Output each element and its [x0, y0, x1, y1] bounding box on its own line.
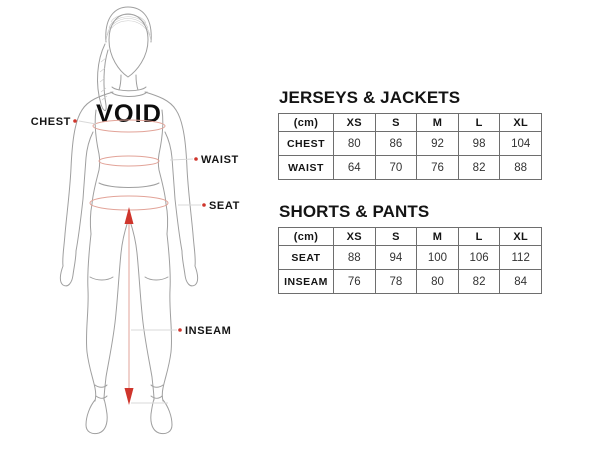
value-cell: 100 — [416, 245, 459, 270]
neck — [118, 74, 139, 91]
value-cell: 84 — [499, 269, 542, 294]
measurement-label-seat: SEAT — [209, 200, 240, 212]
value-cell: 80 — [333, 131, 376, 156]
measurement-label-cell: SEAT — [278, 245, 334, 270]
size-column-header: XL — [499, 227, 542, 246]
value-cell: 82 — [457, 269, 501, 294]
size-column-header: M — [416, 113, 459, 132]
table-row: INSEAM 76 78 80 82 84 — [278, 269, 542, 294]
value-cell: 80 — [416, 269, 459, 294]
value-cell: 76 — [333, 269, 376, 294]
value-cell: 104 — [499, 131, 542, 156]
value-cell: 64 — [333, 155, 376, 180]
table-title: SHORTS & PANTS — [279, 202, 430, 221]
value-cell: 70 — [374, 155, 418, 180]
hair-hatching — [99, 14, 152, 101]
jerseys-jackets-size-table: (cm) XS S M L XL CHEST 80 86 92 98 104 WAIST 64 70 76 82… — [278, 113, 542, 180]
size-column-header: M — [416, 227, 459, 246]
header-row: (cm) XS S M L XL — [278, 227, 542, 246]
table-row: CHEST 80 86 92 98 104 — [278, 131, 542, 156]
size-column-header: XS — [333, 113, 376, 132]
inseam-label-dot — [178, 328, 182, 332]
unit-header-cell: (cm) — [278, 113, 334, 132]
figure-outline — [59, 91, 199, 435]
waist-measure-line — [98, 155, 160, 167]
value-cell: 88 — [333, 245, 376, 270]
measurement-label-waist: WAIST — [201, 154, 239, 166]
body-measurement-diagram: VOID CHEST WAIST SEAT INSEAM — [31, 6, 240, 435]
value-cell: 94 — [374, 245, 418, 270]
chest-label-dot — [73, 119, 77, 123]
chest-measure-line — [92, 119, 166, 133]
size-column-header: L — [457, 227, 501, 246]
size-column-header: XL — [499, 113, 542, 132]
measurement-label-inseam: INSEAM — [185, 325, 231, 337]
value-cell: 86 — [374, 131, 418, 156]
shorts-pants-size-table: (cm) XS S M L XL SEAT 88 94 100 106 112 INSEAM 76 78 80… — [278, 227, 542, 294]
waist-label-dot — [194, 157, 198, 161]
value-cell: 76 — [416, 155, 459, 180]
measurement-label-cell: INSEAM — [278, 269, 334, 294]
shorts-pants-section: SHORTS & PANTS (cm) XS S M L XL SEAT 88 94 100 106… — [278, 202, 544, 294]
table-title: JERSEYS & JACKETS — [279, 88, 461, 107]
measurement-label-chest: CHEST — [31, 116, 71, 128]
value-cell: 78 — [374, 269, 418, 294]
value-cell: 88 — [499, 155, 542, 180]
value-cell: 112 — [499, 245, 542, 270]
brand-logo-text: VOID — [96, 100, 162, 128]
size-column-header: XS — [333, 227, 376, 246]
measurement-label-cell: WAIST — [278, 155, 334, 180]
value-cell: 92 — [416, 131, 459, 156]
size-tables-panel: JERSEYS & JACKETS (cm) XS S M L XL CHEST 80 86 92… — [278, 88, 544, 316]
unit-header-cell: (cm) — [278, 227, 334, 246]
value-cell: 82 — [457, 155, 501, 180]
value-cell: 106 — [457, 245, 501, 270]
value-cell: 98 — [457, 131, 501, 156]
waist-leader-line — [169, 158, 194, 161]
inseam-arrow-up-icon — [124, 207, 134, 224]
size-column-header: S — [374, 227, 418, 246]
inseam-arrow-down-icon — [124, 388, 134, 405]
size-column-header: S — [374, 113, 418, 132]
measurement-label-cell: CHEST — [278, 131, 334, 156]
table-row: WAIST 64 70 76 82 88 — [278, 155, 542, 180]
table-row: SEAT 88 94 100 106 112 — [278, 245, 542, 270]
collar — [110, 86, 148, 97]
jerseys-jackets-section: JERSEYS & JACKETS (cm) XS S M L XL CHEST 80 86 92… — [278, 88, 544, 180]
face — [108, 13, 149, 78]
size-column-header: L — [457, 113, 501, 132]
chest-leader-line — [78, 120, 97, 125]
seat-label-dot — [202, 203, 206, 207]
hair — [97, 6, 152, 111]
header-row: (cm) XS S M L XL — [278, 113, 542, 132]
